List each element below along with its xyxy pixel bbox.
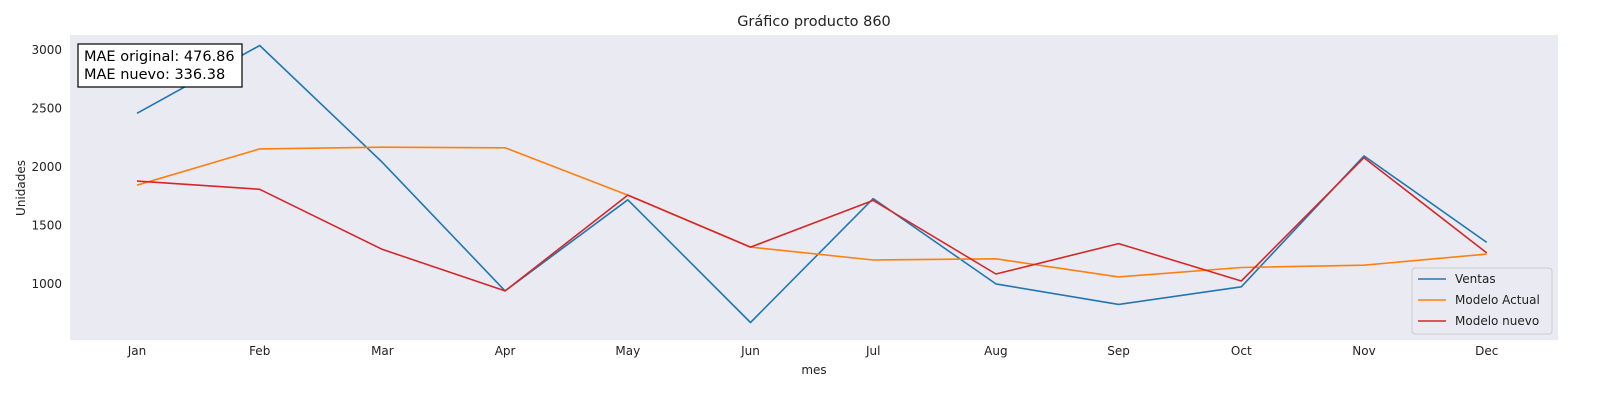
y-tick-label: 2500	[31, 102, 62, 116]
x-tick-label: Oct	[1231, 344, 1252, 358]
chart-title: Gráfico producto 860	[737, 14, 891, 30]
x-tick-label: Feb	[249, 344, 270, 358]
series-line	[136, 156, 1488, 292]
x-tick-label: Jul	[865, 344, 880, 358]
x-tick-label: Jan	[127, 344, 147, 358]
series-lines	[136, 44, 1488, 324]
x-tick-label: Mar	[371, 344, 394, 358]
legend-label: Modelo Actual	[1455, 293, 1540, 307]
x-tick-label: Nov	[1352, 344, 1375, 358]
annotation-line-1: MAE original: 476.86	[84, 49, 235, 65]
annotation-line-2: MAE nuevo: 336.38	[84, 67, 225, 83]
x-tick-label: Apr	[495, 344, 516, 358]
y-tick-label: 3000	[31, 43, 62, 57]
x-tick-label: Aug	[984, 344, 1007, 358]
series-line	[136, 44, 1488, 324]
series-line	[136, 146, 1487, 278]
y-axis-ticks: 1000 1500 2000 2500 3000	[31, 43, 62, 291]
x-tick-label: Jun	[740, 344, 760, 358]
legend: Ventas Modelo Actual Modelo nuevo	[1411, 267, 1553, 335]
y-axis-label: Unidades	[14, 160, 28, 216]
x-tick-label: May	[615, 344, 640, 358]
y-tick-label: 1000	[31, 277, 62, 291]
annotation-frame	[77, 43, 243, 88]
x-tick-label: Sep	[1107, 344, 1130, 358]
y-tick-label: 2000	[31, 160, 62, 174]
x-tick-label: Dec	[1475, 344, 1498, 358]
legend-label: Ventas	[1455, 272, 1496, 286]
legend-label: Modelo nuevo	[1455, 314, 1539, 328]
x-axis-label: mes	[801, 363, 826, 377]
annotation-box: MAE original: 476.86 MAE nuevo: 336.38	[77, 43, 243, 88]
x-axis-ticks: Jan Feb Mar Apr May Jun Jul Aug Sep Oct Nov Dec	[127, 344, 1499, 358]
plot-area	[70, 35, 1558, 340]
legend-frame	[1411, 267, 1553, 335]
y-tick-label: 1500	[31, 218, 62, 232]
